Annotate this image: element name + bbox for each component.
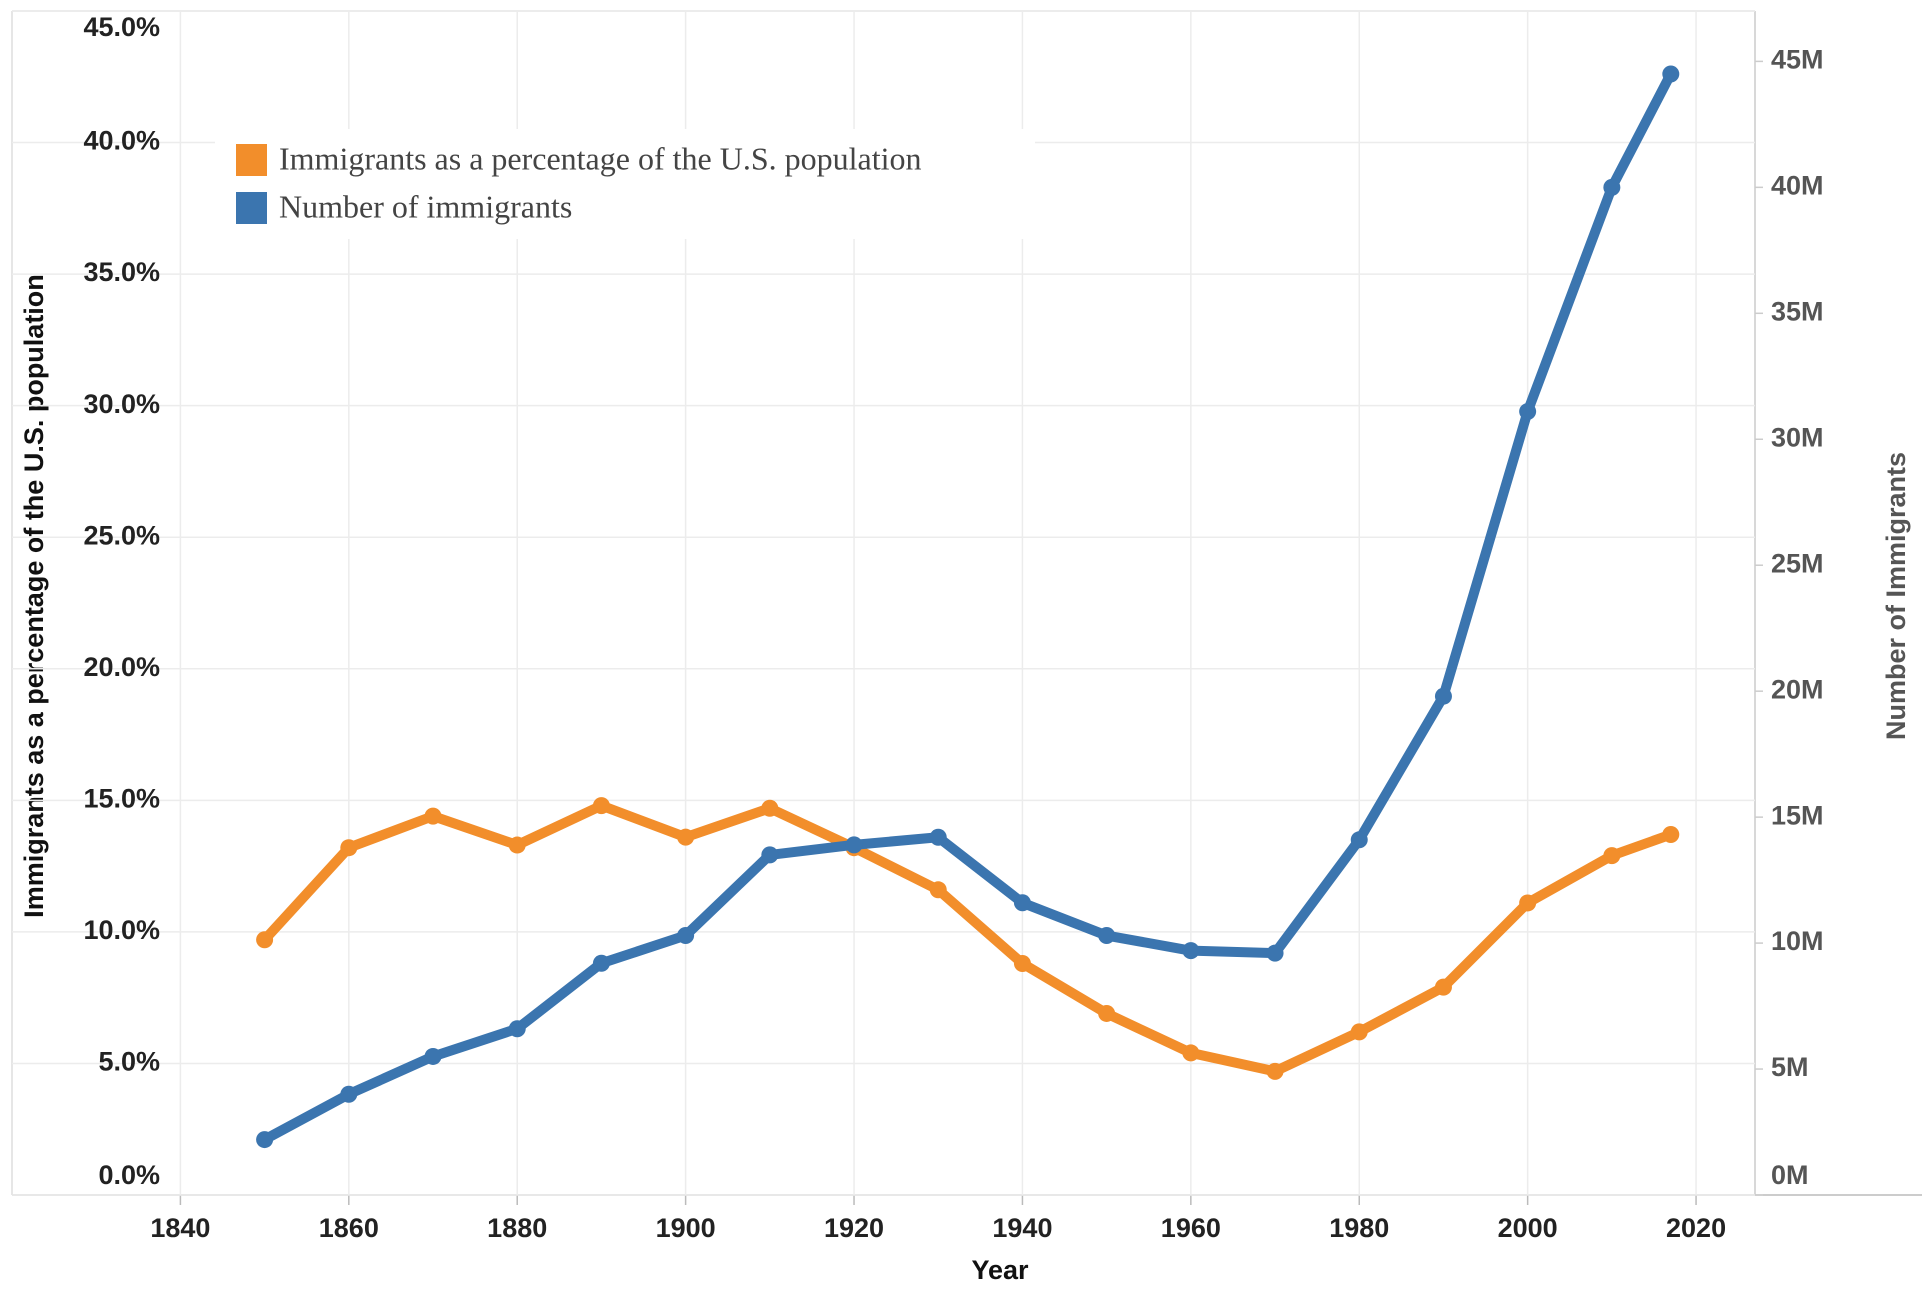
legend-box [215, 129, 1035, 239]
point [424, 807, 442, 825]
point [1182, 942, 1200, 960]
point [1182, 1044, 1200, 1062]
point [1434, 978, 1452, 996]
y-tick-label: 5.0% [98, 1047, 160, 1077]
point [1266, 1062, 1284, 1080]
point [677, 927, 695, 945]
y2-tick-label: 45M [1771, 45, 1824, 75]
point [1350, 1023, 1368, 1041]
y-tick-label: 0.0% [98, 1160, 160, 1190]
y-tick-label: 20.0% [83, 652, 160, 682]
x-tick-label: 2020 [1666, 1213, 1726, 1243]
y2-tick-label: 25M [1771, 548, 1824, 578]
x-tick-label: 1960 [1161, 1213, 1221, 1243]
x-tick-label: 1980 [1329, 1213, 1389, 1243]
legend-swatch [236, 144, 267, 176]
point [1013, 954, 1031, 972]
point [929, 881, 947, 899]
point [1266, 944, 1284, 962]
point [1603, 178, 1621, 196]
y2-tick-label: 5M [1771, 1052, 1809, 1082]
point [1098, 1004, 1116, 1022]
point [340, 839, 358, 857]
x-axis-title: Year [971, 1255, 1029, 1285]
point [592, 797, 610, 815]
y-tick-label: 45.0% [83, 12, 160, 42]
point [256, 931, 274, 949]
point [1098, 927, 1116, 945]
legend-label: Number of immigrants [279, 188, 572, 224]
legend: Immigrants as a percentage of the U.S. p… [215, 129, 1035, 239]
y2-tick-label: 40M [1771, 170, 1824, 200]
y2-tick-label: 30M [1771, 422, 1824, 452]
point [677, 828, 695, 846]
point [1662, 65, 1680, 83]
x-tick-label: 1860 [319, 1213, 379, 1243]
point [845, 836, 863, 854]
point [508, 836, 526, 854]
y-tick-label: 25.0% [83, 520, 160, 550]
y-tick-label: 30.0% [83, 389, 160, 419]
point [929, 828, 947, 846]
point [1519, 403, 1537, 421]
x-tick-label: 1900 [656, 1213, 716, 1243]
x-tick-label: 1880 [487, 1213, 547, 1243]
y2-tick-label: 35M [1771, 296, 1824, 326]
x-tick-label: 2000 [1498, 1213, 1558, 1243]
y-axis-title: Immigrants as a percentage of the U.S. p… [19, 274, 49, 918]
point [508, 1020, 526, 1038]
series-line [260, 800, 1673, 1077]
legend-swatch [236, 192, 267, 224]
point [1350, 831, 1368, 849]
x-tick-label: 1940 [992, 1213, 1052, 1243]
point [1013, 894, 1031, 912]
point [761, 846, 779, 864]
point [1519, 894, 1537, 912]
y2-tick-label: 0M [1771, 1160, 1809, 1190]
point [1434, 687, 1452, 705]
y-tick-label: 35.0% [83, 257, 160, 287]
x-tick-label: 1840 [150, 1213, 210, 1243]
point [256, 1131, 274, 1149]
series-line [262, 71, 1676, 1144]
point [1603, 847, 1621, 865]
x-tick-label: 1920 [824, 1213, 884, 1243]
y-tick-label: 10.0% [83, 915, 160, 945]
y2-tick-label: 15M [1771, 800, 1824, 830]
point [340, 1085, 358, 1103]
point [592, 954, 610, 972]
point [761, 799, 779, 817]
y-tick-label: 40.0% [83, 126, 160, 156]
y-tick-label: 15.0% [83, 783, 160, 813]
point [1662, 826, 1680, 844]
point [424, 1047, 442, 1065]
y2-axis-title: Number of Immigrants [1881, 452, 1911, 740]
y2-tick-label: 20M [1771, 674, 1824, 704]
y2-tick-label: 10M [1771, 926, 1824, 956]
legend-label: Immigrants as a percentage of the U.S. p… [279, 140, 921, 176]
